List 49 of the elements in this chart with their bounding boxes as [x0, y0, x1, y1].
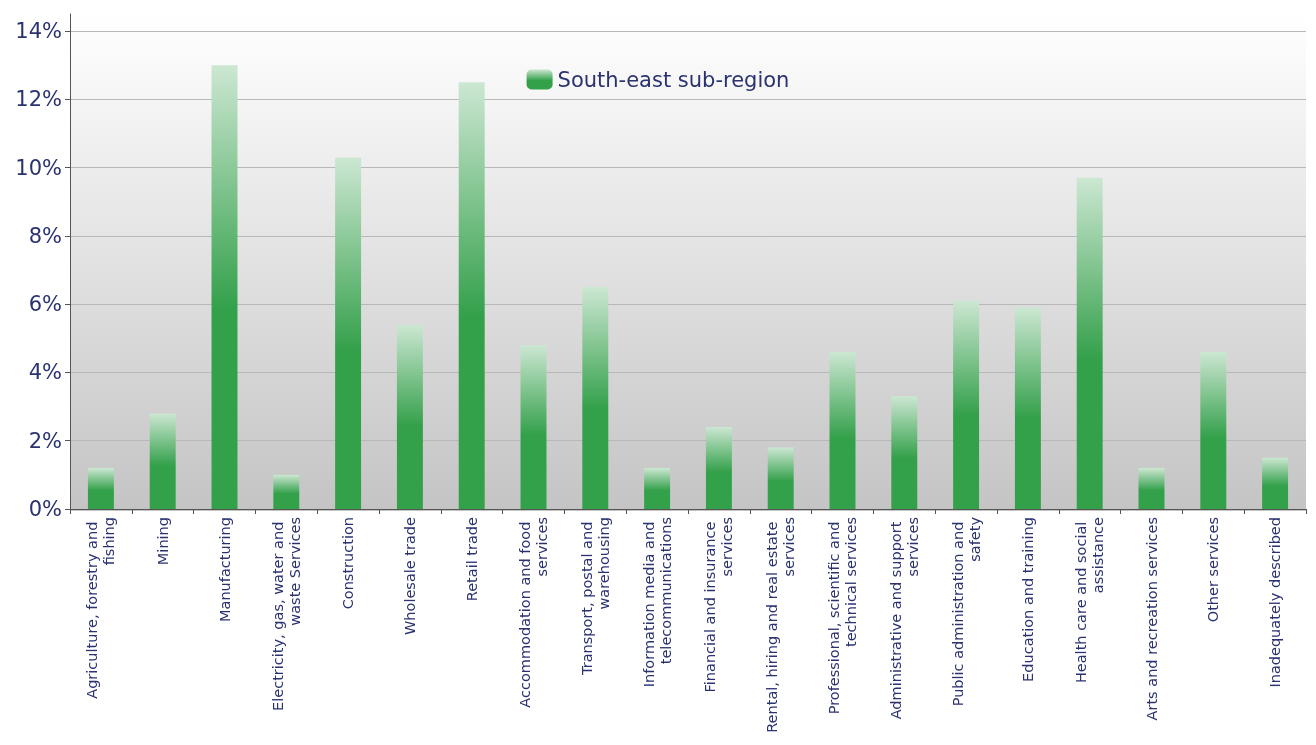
bar — [1138, 468, 1165, 509]
bar — [582, 287, 609, 509]
bar — [149, 413, 176, 509]
bar — [335, 157, 362, 509]
bar — [1014, 307, 1041, 509]
x-tick-label: Education and training — [1019, 517, 1036, 682]
x-tick-label: Agriculture, forestry and fishing — [84, 517, 118, 699]
x-tick-label: Transport, postal and warehousing — [578, 517, 612, 676]
y-tick-label: 6% — [28, 292, 62, 317]
x-tick-label: Electricity, gas, water and waste Services — [269, 517, 303, 711]
bar — [767, 447, 794, 509]
x-tick-label: Public administration and safety — [949, 516, 983, 707]
x-tick-label: Rental, hiring and real estate services — [764, 517, 798, 733]
x-tick-label: Information media and telecommunications — [640, 517, 674, 688]
x-tick-label: Other services — [1205, 517, 1222, 623]
x-tick-label: Wholesale trade — [401, 516, 418, 636]
x-tick-label: Financial and insurance services — [702, 517, 736, 693]
y-tick-label: 0% — [28, 497, 62, 521]
bar — [396, 324, 423, 509]
bar — [520, 345, 547, 509]
x-tick-label: Administrative and support services — [887, 517, 921, 720]
x-tick-label: Health care and social assistance — [1073, 516, 1107, 684]
x-tick-label: Professional, scientific and technical services — [826, 517, 859, 715]
y-tick-label: 10% — [15, 155, 62, 180]
y-tick-label: 2% — [28, 428, 62, 453]
bar — [273, 474, 300, 509]
legend-label: South-east sub-region — [557, 67, 790, 92]
y-tick-label: 8% — [28, 223, 62, 248]
x-tick-label: Construction — [340, 517, 357, 610]
x-tick-label: Inadequately described — [1267, 517, 1284, 688]
y-tick-label: 14% — [15, 19, 62, 44]
x-tick-label: Mining — [154, 517, 171, 566]
x-tick-label: Accommodation and food services — [517, 517, 550, 708]
bar — [87, 468, 114, 509]
bar — [953, 300, 980, 509]
bar — [458, 82, 485, 509]
x-tick-label: Retail trade — [463, 516, 480, 602]
bar — [1262, 457, 1289, 509]
x-tick-label: Arts and recreation services — [1143, 517, 1160, 721]
x-tick-label: Manufacturing — [216, 517, 233, 622]
bar — [705, 427, 732, 509]
bar — [1200, 351, 1227, 509]
bar — [211, 65, 238, 509]
bar — [891, 396, 918, 509]
bar — [829, 351, 856, 509]
y-tick-label: 4% — [28, 360, 62, 385]
bar — [1076, 177, 1103, 509]
y-tick-label: 12% — [15, 87, 62, 112]
bar — [644, 468, 671, 509]
